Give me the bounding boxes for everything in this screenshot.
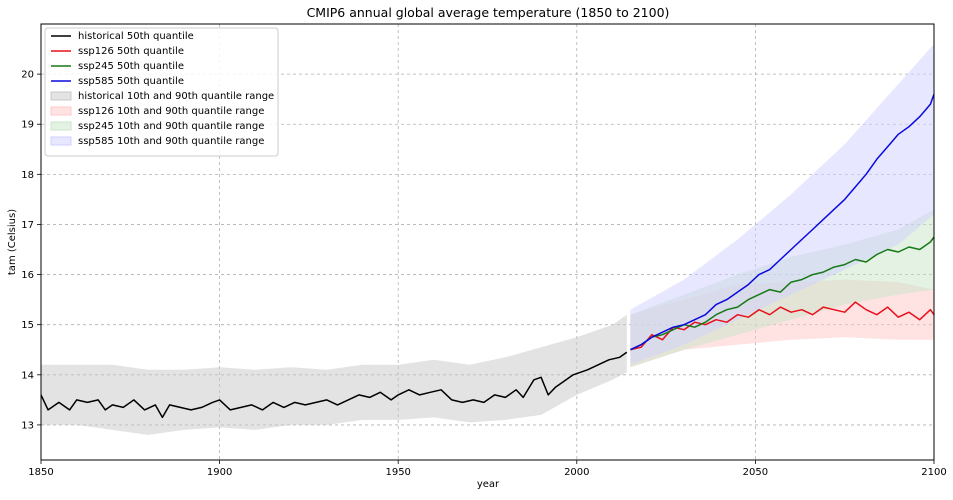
x-tick-label: 2050 (743, 467, 768, 478)
legend-label: ssp245 10th and 90th quantile range (78, 121, 264, 132)
legend-label: ssp585 50th quantile (78, 76, 184, 87)
x-tick-label: 1900 (207, 467, 232, 478)
chart-title: CMIP6 annual global average temperature … (307, 5, 670, 20)
legend-swatch-ssp126-band (50, 106, 72, 116)
y-tick-label: 20 (21, 70, 34, 81)
median-lines (40, 93, 935, 419)
historical-quantile-band (41, 314, 627, 435)
y-axis-ticks: 13 14 15 16 17 18 19 20 (21, 70, 41, 431)
x-axis-ticks: 1850 1900 1950 2000 2050 2100 (28, 460, 947, 478)
x-tick-label: 1850 (28, 467, 53, 478)
x-tick-label: 2100 (921, 467, 946, 478)
legend-swatch-ssp585-band (50, 136, 72, 146)
legend: historical 50th quantile ssp126 50th quan… (44, 27, 279, 157)
historical-median-line (40, 351, 628, 419)
y-tick-label: 17 (21, 220, 34, 231)
y-tick-label: 14 (21, 370, 34, 381)
y-tick-label: 18 (21, 170, 34, 181)
y-tick-label: 19 (21, 120, 34, 131)
ssp585-quantile-band (630, 44, 934, 365)
y-axis-label: tam (Celsius) (7, 209, 18, 275)
legend-swatch-ssp245-band (50, 121, 72, 131)
legend-swatch-historical-band (50, 91, 72, 101)
legend-label: ssp126 50th quantile (78, 46, 184, 57)
legend-label: historical 50th quantile (78, 31, 194, 42)
x-axis-label: year (477, 479, 500, 490)
ssp585-median-line (630, 93, 935, 351)
legend-label: ssp126 10th and 90th quantile range (78, 106, 264, 117)
quantile-bands (41, 44, 934, 435)
y-tick-label: 16 (21, 270, 34, 281)
legend-box (44, 27, 279, 157)
legend-label: ssp245 50th quantile (78, 61, 184, 72)
y-tick-label: 15 (21, 320, 34, 331)
legend-label: ssp585 10th and 90th quantile range (78, 136, 264, 147)
plot-frame (40, 23, 935, 461)
legend-label: historical 10th and 90th quantile range (78, 91, 274, 102)
y-tick-label: 13 (21, 420, 34, 431)
ssp126-median-line (630, 301, 935, 351)
x-tick-label: 1950 (385, 467, 410, 478)
x-tick-label: 2000 (564, 467, 589, 478)
